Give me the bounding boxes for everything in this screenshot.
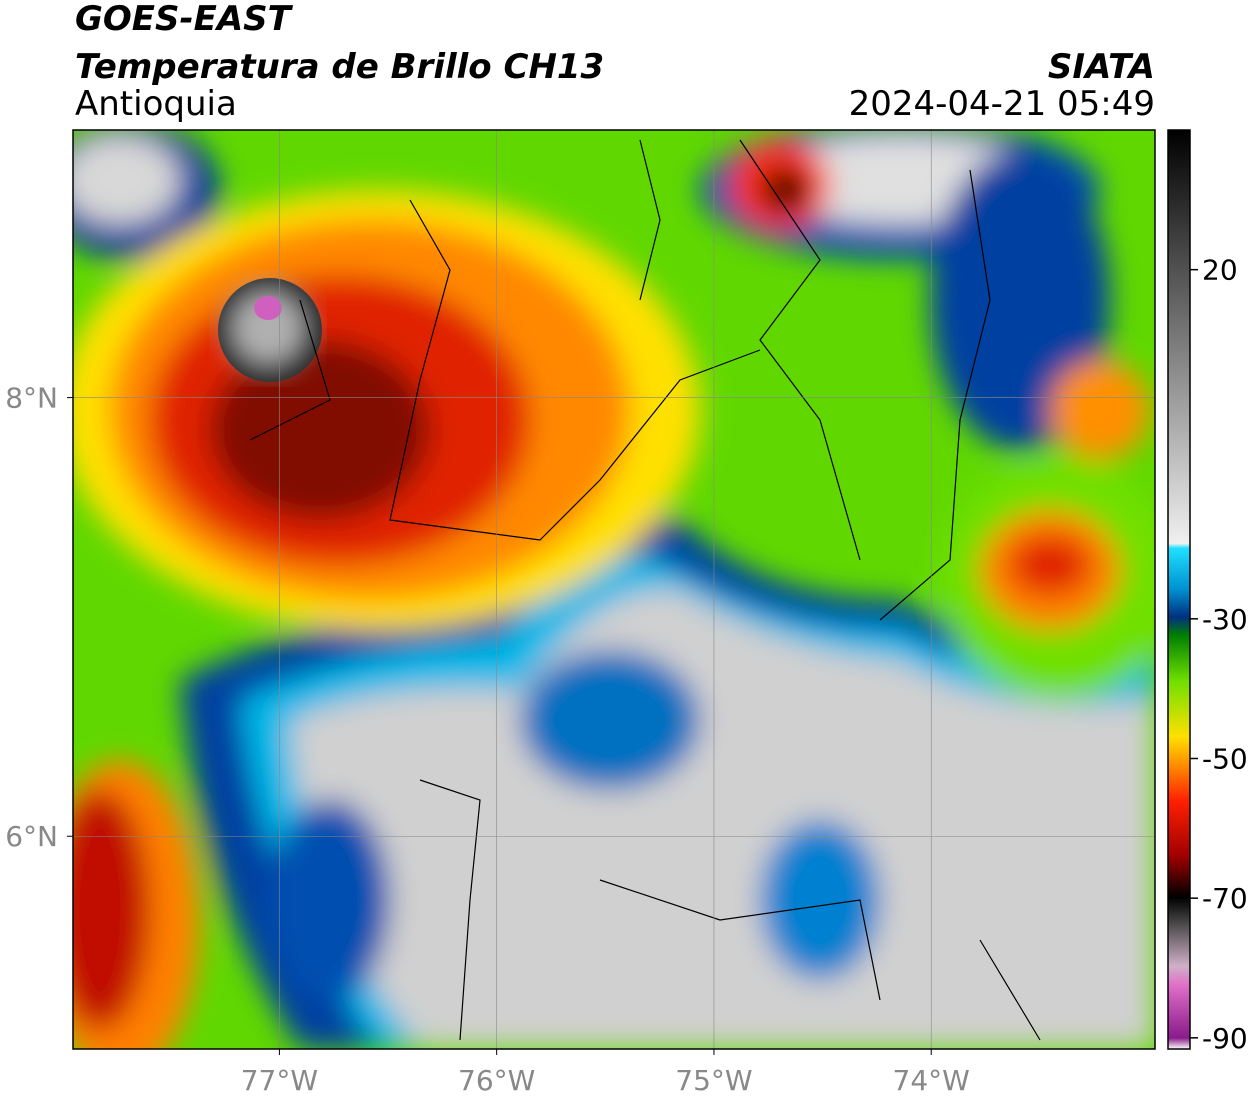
- x-tick-label: 74°W: [893, 1064, 970, 1097]
- colorbar-tick-label: -90: [1202, 1022, 1248, 1055]
- source: SIATA: [1048, 47, 1155, 87]
- colorbar-tick-label: 20: [1202, 254, 1238, 287]
- datetime: 2024-04-21 05:49: [849, 84, 1155, 124]
- x-tick-label: 75°W: [675, 1064, 752, 1097]
- x-tick-label: 77°W: [241, 1064, 318, 1097]
- y-tick-label: 6°N: [5, 820, 58, 853]
- satellite-image: [73, 130, 1155, 1049]
- subtitle: Temperatura de Brillo CH13: [75, 47, 604, 87]
- colorbar: [1167, 129, 1191, 1050]
- colorbar-tick-label: -70: [1202, 882, 1248, 915]
- title: GOES-EAST: [75, 0, 294, 39]
- x-tick-label: 76°W: [458, 1064, 535, 1097]
- colorbar-tick-label: -30: [1202, 603, 1248, 636]
- region: Antioquia: [75, 84, 237, 124]
- colorbar-tick-label: -50: [1202, 742, 1248, 775]
- y-tick-label: 8°N: [5, 382, 58, 415]
- map-frame: [72, 129, 1156, 1050]
